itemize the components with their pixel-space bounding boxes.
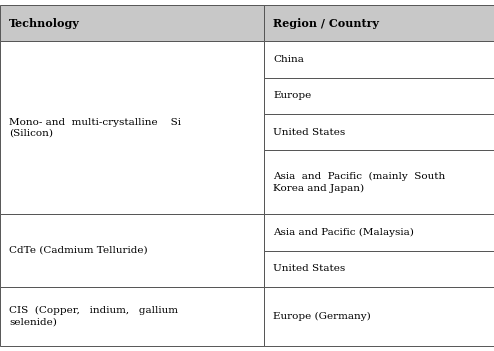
Text: United States: United States (273, 128, 345, 137)
Bar (0, 214, 264, 287)
Text: CdTe (Cadmium Telluride): CdTe (Cadmium Telluride) (9, 246, 148, 255)
Bar (264, 287, 494, 346)
Bar (264, 114, 494, 151)
Text: Asia and Pacific (Malaysia): Asia and Pacific (Malaysia) (273, 228, 414, 237)
Bar (264, 251, 494, 287)
Bar (264, 5, 494, 41)
Bar (264, 78, 494, 114)
Text: Europe (Germany): Europe (Germany) (273, 312, 371, 321)
Text: CIS  (Copper,   indium,   gallium
selenide): CIS (Copper, indium, gallium selenide) (9, 306, 178, 326)
Text: Mono- and  multi-crystalline    Si
(Silicon): Mono- and multi-crystalline Si (Silicon) (9, 118, 181, 138)
Bar (264, 214, 494, 251)
Text: Asia  and  Pacific  (mainly  South
Korea and Japan): Asia and Pacific (mainly South Korea and… (273, 172, 446, 192)
Text: Europe: Europe (273, 91, 311, 100)
Text: United States: United States (273, 264, 345, 273)
Bar (264, 41, 494, 78)
Bar (0, 41, 264, 214)
Bar (0, 287, 264, 346)
Bar (264, 151, 494, 214)
Text: China: China (273, 55, 304, 64)
Text: Technology: Technology (9, 18, 80, 29)
Bar (0, 5, 264, 41)
Text: Region / Country: Region / Country (273, 18, 379, 29)
